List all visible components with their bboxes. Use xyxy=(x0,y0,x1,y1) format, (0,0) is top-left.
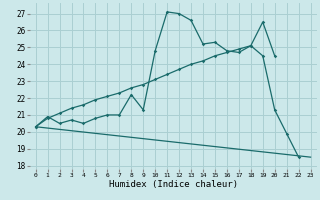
X-axis label: Humidex (Indice chaleur): Humidex (Indice chaleur) xyxy=(108,180,238,189)
